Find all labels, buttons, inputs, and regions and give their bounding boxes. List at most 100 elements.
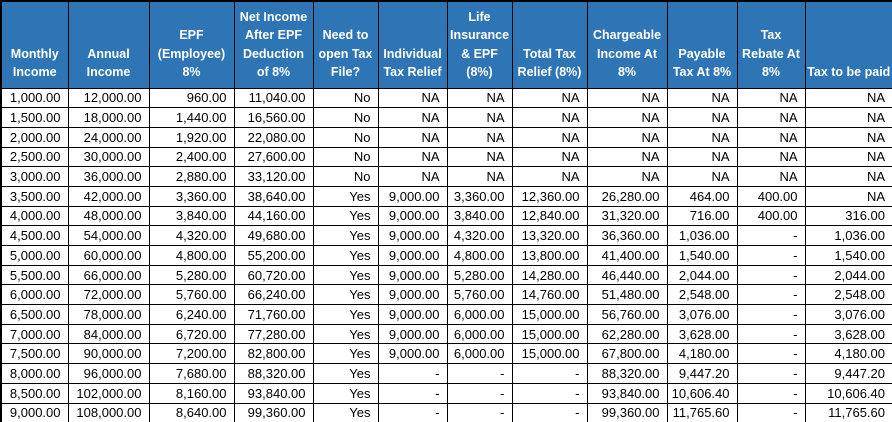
cell-total-tax-relief[interactable]: NA bbox=[511, 107, 588, 128]
cell-total-tax-relief[interactable]: 12,840.00 bbox=[511, 205, 588, 227]
cell-net-income-after-epf[interactable]: 66,240.00 bbox=[233, 284, 314, 306]
cell-net-income-after-epf[interactable]: 88,320.00 bbox=[233, 363, 314, 384]
header-cell-need-tax-file[interactable]: Need to open Tax File? bbox=[312, 0, 379, 89]
cell-payable-tax[interactable]: NA bbox=[666, 146, 738, 168]
cell-life-insurance-epf[interactable]: NA bbox=[446, 146, 513, 168]
cell-individual-tax-relief[interactable]: 9,000.00 bbox=[377, 205, 448, 227]
cell-need-tax-file[interactable]: Yes bbox=[312, 264, 379, 286]
header-cell-life-insurance-epf[interactable]: Life Insurance & EPF (8%) bbox=[446, 0, 513, 89]
cell-need-tax-file[interactable]: No bbox=[312, 87, 379, 109]
cell-tax-to-be-paid[interactable]: NA bbox=[804, 126, 892, 148]
cell-need-tax-file[interactable]: Yes bbox=[312, 205, 379, 227]
cell-net-income-after-epf[interactable]: 93,840.00 bbox=[233, 382, 314, 404]
cell-total-tax-relief[interactable]: 13,800.00 bbox=[511, 245, 588, 266]
cell-tax-rebate[interactable]: - bbox=[736, 402, 806, 422]
cell-annual-income[interactable]: 18,000.00 bbox=[67, 107, 150, 128]
cell-life-insurance-epf[interactable]: 5,760.00 bbox=[446, 284, 513, 306]
cell-individual-tax-relief[interactable]: 9,000.00 bbox=[377, 323, 448, 345]
cell-monthly-income[interactable]: 4,500.00 bbox=[0, 225, 69, 246]
cell-need-tax-file[interactable]: Yes bbox=[312, 363, 379, 384]
cell-annual-income[interactable]: 72,000.00 bbox=[67, 284, 150, 306]
header-cell-individual-tax-relief[interactable]: Individual Tax Relief bbox=[377, 0, 448, 89]
cell-epf-employee-8pct[interactable]: 6,240.00 bbox=[148, 304, 235, 325]
cell-epf-employee-8pct[interactable]: 2,400.00 bbox=[148, 146, 235, 168]
cell-need-tax-file[interactable]: No bbox=[312, 146, 379, 168]
cell-total-tax-relief[interactable]: NA bbox=[511, 87, 588, 109]
header-cell-monthly-income[interactable]: Monthly Income bbox=[0, 0, 69, 89]
cell-payable-tax[interactable]: 9,447.20 bbox=[666, 363, 738, 384]
cell-payable-tax[interactable]: 10,606.40 bbox=[666, 382, 738, 404]
cell-total-tax-relief[interactable]: 12,360.00 bbox=[511, 185, 588, 207]
cell-annual-income[interactable]: 42,000.00 bbox=[67, 185, 150, 207]
cell-tax-to-be-paid[interactable]: 9,447.20 bbox=[804, 363, 892, 384]
cell-chargeable-income[interactable]: NA bbox=[586, 87, 668, 109]
header-cell-chargeable-income[interactable]: Chargeable Income At 8% bbox=[586, 0, 668, 89]
cell-life-insurance-epf[interactable]: 5,280.00 bbox=[446, 264, 513, 286]
cell-life-insurance-epf[interactable]: - bbox=[446, 402, 513, 422]
cell-epf-employee-8pct[interactable]: 7,200.00 bbox=[148, 343, 235, 365]
cell-individual-tax-relief[interactable]: - bbox=[377, 363, 448, 384]
cell-annual-income[interactable]: 84,000.00 bbox=[67, 323, 150, 345]
cell-total-tax-relief[interactable]: 15,000.00 bbox=[511, 323, 588, 345]
cell-net-income-after-epf[interactable]: 16,560.00 bbox=[233, 107, 314, 128]
header-cell-annual-income[interactable]: Annual Income bbox=[67, 0, 150, 89]
cell-annual-income[interactable]: 90,000.00 bbox=[67, 343, 150, 365]
cell-annual-income[interactable]: 48,000.00 bbox=[67, 205, 150, 227]
cell-payable-tax[interactable]: 1,540.00 bbox=[666, 245, 738, 266]
cell-individual-tax-relief[interactable]: 9,000.00 bbox=[377, 245, 448, 266]
cell-tax-to-be-paid[interactable]: 2,548.00 bbox=[804, 284, 892, 306]
header-cell-tax-to-be-paid[interactable]: Tax to be paid bbox=[804, 0, 892, 89]
cell-individual-tax-relief[interactable]: NA bbox=[377, 166, 448, 187]
cell-net-income-after-epf[interactable]: 38,640.00 bbox=[233, 185, 314, 207]
cell-net-income-after-epf[interactable]: 27,600.00 bbox=[233, 146, 314, 168]
cell-total-tax-relief[interactable]: - bbox=[511, 402, 588, 422]
cell-net-income-after-epf[interactable]: 11,040.00 bbox=[233, 87, 314, 109]
cell-tax-to-be-paid[interactable]: 3,076.00 bbox=[804, 304, 892, 325]
cell-payable-tax[interactable]: NA bbox=[666, 166, 738, 187]
cell-chargeable-income[interactable]: 93,840.00 bbox=[586, 382, 668, 404]
cell-payable-tax[interactable]: 464.00 bbox=[666, 185, 738, 207]
cell-life-insurance-epf[interactable]: - bbox=[446, 382, 513, 404]
cell-total-tax-relief[interactable]: - bbox=[511, 363, 588, 384]
cell-tax-to-be-paid[interactable]: 316.00 bbox=[804, 205, 892, 227]
cell-total-tax-relief[interactable]: 15,000.00 bbox=[511, 343, 588, 365]
cell-net-income-after-epf[interactable]: 60,720.00 bbox=[233, 264, 314, 286]
cell-chargeable-income[interactable]: 62,280.00 bbox=[586, 323, 668, 345]
cell-monthly-income[interactable]: 2,000.00 bbox=[0, 126, 69, 148]
cell-annual-income[interactable]: 96,000.00 bbox=[67, 363, 150, 384]
header-cell-total-tax-relief[interactable]: Total Tax Relief (8%) bbox=[511, 0, 588, 89]
header-cell-epf-employee-8pct[interactable]: EPF (Employee) 8% bbox=[148, 0, 235, 89]
cell-chargeable-income[interactable]: NA bbox=[586, 107, 668, 128]
cell-tax-to-be-paid[interactable]: NA bbox=[804, 185, 892, 207]
cell-tax-to-be-paid[interactable]: 2,044.00 bbox=[804, 264, 892, 286]
cell-chargeable-income[interactable]: 88,320.00 bbox=[586, 363, 668, 384]
cell-epf-employee-8pct[interactable]: 5,280.00 bbox=[148, 264, 235, 286]
cell-need-tax-file[interactable]: Yes bbox=[312, 245, 379, 266]
cell-individual-tax-relief[interactable]: NA bbox=[377, 126, 448, 148]
cell-monthly-income[interactable]: 9,000.00 bbox=[0, 402, 69, 422]
cell-monthly-income[interactable]: 5,500.00 bbox=[0, 264, 69, 286]
cell-epf-employee-8pct[interactable]: 3,840.00 bbox=[148, 205, 235, 227]
cell-need-tax-file[interactable]: Yes bbox=[312, 382, 379, 404]
cell-life-insurance-epf[interactable]: 6,000.00 bbox=[446, 323, 513, 345]
cell-annual-income[interactable]: 108,000.00 bbox=[67, 402, 150, 422]
cell-payable-tax[interactable]: NA bbox=[666, 87, 738, 109]
cell-net-income-after-epf[interactable]: 22,080.00 bbox=[233, 126, 314, 148]
cell-monthly-income[interactable]: 2,500.00 bbox=[0, 146, 69, 168]
cell-individual-tax-relief[interactable]: NA bbox=[377, 87, 448, 109]
cell-monthly-income[interactable]: 6,500.00 bbox=[0, 304, 69, 325]
cell-payable-tax[interactable]: 3,076.00 bbox=[666, 304, 738, 325]
cell-tax-to-be-paid[interactable]: 11,765.60 bbox=[804, 402, 892, 422]
cell-need-tax-file[interactable]: Yes bbox=[312, 343, 379, 365]
cell-life-insurance-epf[interactable]: - bbox=[446, 363, 513, 384]
cell-annual-income[interactable]: 30,000.00 bbox=[67, 146, 150, 168]
cell-individual-tax-relief[interactable]: 9,000.00 bbox=[377, 185, 448, 207]
cell-need-tax-file[interactable]: Yes bbox=[312, 402, 379, 422]
cell-life-insurance-epf[interactable]: NA bbox=[446, 126, 513, 148]
cell-chargeable-income[interactable]: 41,400.00 bbox=[586, 245, 668, 266]
cell-tax-rebate[interactable]: - bbox=[736, 264, 806, 286]
cell-tax-to-be-paid[interactable]: 3,628.00 bbox=[804, 323, 892, 345]
cell-tax-rebate[interactable]: - bbox=[736, 363, 806, 384]
cell-life-insurance-epf[interactable]: NA bbox=[446, 107, 513, 128]
cell-total-tax-relief[interactable]: 14,760.00 bbox=[511, 284, 588, 306]
